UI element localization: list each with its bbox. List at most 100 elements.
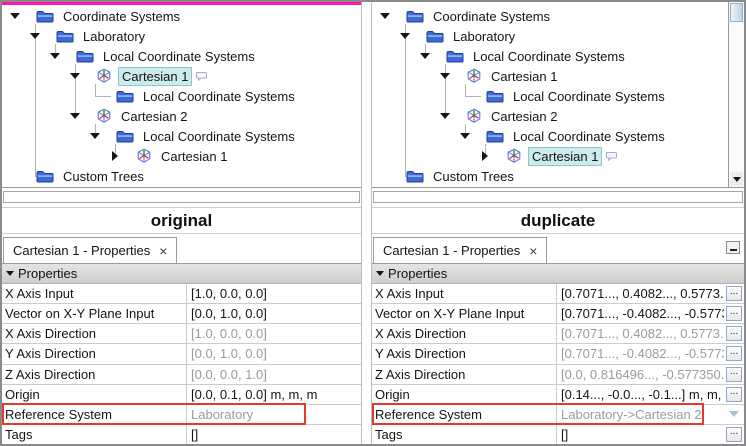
property-value[interactable]: [0.14..., -0.0..., -0.1...] m, m, m <box>561 386 724 402</box>
tree-item-local-coordinate-systems[interactable]: Local Coordinate Systems <box>2 86 361 106</box>
property-value[interactable]: [0.7071..., -0.4082..., -0.5773... <box>561 306 724 322</box>
property-value[interactable]: [] <box>561 426 569 442</box>
tree-filter-field[interactable] <box>373 191 743 203</box>
expand-arrow-icon[interactable] <box>88 133 102 139</box>
table-row-reference-system-highlighted: Reference System Laboratory->Cartesian 2 <box>372 402 744 426</box>
coordinate-system-icon <box>467 108 481 123</box>
property-label: Origin <box>372 384 557 404</box>
tree-item-cartesian-2[interactable]: Cartesian 2 <box>2 106 361 126</box>
property-value[interactable]: [] <box>191 426 199 442</box>
tab-cartesian-1-properties[interactable]: Cartesian 1 - Properties × <box>373 237 548 263</box>
tree-item-local-coordinate-systems[interactable]: Local Coordinate Systems <box>372 86 744 106</box>
tree-item-cartesian-1[interactable]: Cartesian 1 <box>2 66 361 86</box>
tree-item-coordinate-systems[interactable]: Coordinate Systems <box>372 6 744 26</box>
tree-item-label: Local Coordinate Systems <box>473 48 625 64</box>
table-row: Tags [] ... <box>372 424 744 444</box>
property-value[interactable]: [0.0, 1.0, 0.0] <box>191 306 267 322</box>
close-icon[interactable]: × <box>159 242 168 259</box>
property-label: Y Axis Direction <box>372 344 557 364</box>
folder-icon <box>116 130 134 142</box>
tree-connector <box>465 96 481 97</box>
expand-arrow-icon[interactable] <box>68 73 82 79</box>
ellipsis-editor-button[interactable]: ... <box>726 426 742 442</box>
tree-item-custom-trees[interactable]: Custom Trees <box>2 166 361 186</box>
expand-arrow-icon[interactable] <box>28 33 42 39</box>
property-value: [0.0, 0.816496..., -0.577350... <box>561 366 724 382</box>
dropdown-arrow-icon[interactable] <box>729 411 739 418</box>
properties-table: X Axis Input [1.0, 0.0, 0.0] Vector on X… <box>2 284 361 444</box>
tree-item-cartesian-2[interactable]: Cartesian 2 <box>372 106 744 126</box>
properties-section-header[interactable]: Properties <box>2 264 361 284</box>
table-row: Tags [] <box>2 424 361 444</box>
scrollbar-thumb[interactable] <box>730 3 743 22</box>
table-row: Y Axis Direction [0.0, 1.0, 0.0] <box>2 344 361 365</box>
expand-arrow-icon[interactable] <box>68 113 82 119</box>
table-row: X Axis Input [0.7071..., 0.4082..., 0.57… <box>372 284 744 305</box>
tree-connector <box>405 24 406 176</box>
tree-item-coordinate-systems[interactable]: Coordinate Systems <box>2 6 361 26</box>
tree-item-custom-trees[interactable]: Custom Trees <box>372 166 744 186</box>
tab-bar: Cartesian 1 - Properties × <box>372 234 744 264</box>
property-label: Vector on X-Y Plane Input <box>2 304 187 324</box>
expand-arrow-icon[interactable] <box>438 113 452 119</box>
vertical-scrollbar[interactable] <box>728 2 744 187</box>
tree-item-label-selected: Cartesian 1 <box>528 146 603 166</box>
section-title: Properties <box>388 266 448 281</box>
tree-item-label: Coordinate Systems <box>63 8 181 24</box>
minimize-button[interactable] <box>726 241 740 254</box>
panel-caption: duplicate <box>372 207 744 234</box>
tab-cartesian-1-properties[interactable]: Cartesian 1 - Properties × <box>3 237 178 263</box>
properties-section-header[interactable]: Properties <box>372 264 744 284</box>
property-label: Z Axis Direction <box>2 364 187 384</box>
tree-item-cartesian-1-nested[interactable]: Cartesian 1 <box>2 146 361 166</box>
expand-arrow-icon[interactable] <box>458 133 472 139</box>
tree-connector <box>485 144 486 156</box>
tree-item-label: Local Coordinate Systems <box>143 88 295 104</box>
tree-item-label: Cartesian 1 <box>161 148 228 164</box>
table-row: X Axis Direction [1.0, 0.0, 0.0] <box>2 324 361 345</box>
tree-item-label: Cartesian 1 <box>491 68 558 84</box>
properties-table: X Axis Input [0.7071..., 0.4082..., 0.57… <box>372 284 744 444</box>
expand-arrow-icon[interactable] <box>418 53 432 59</box>
scrollbar-down-button[interactable] <box>730 172 743 186</box>
folder-icon <box>446 50 464 62</box>
expand-arrow-icon[interactable] <box>8 13 22 19</box>
coordinate-system-icon <box>507 148 521 163</box>
tree-connector <box>55 44 56 56</box>
property-value[interactable]: [0.0, 0.1, 0.0] m, m, m <box>191 386 318 402</box>
tree-item-laboratory[interactable]: Laboratory <box>2 26 361 46</box>
expand-arrow-icon[interactable] <box>398 33 412 39</box>
expand-arrow-icon[interactable] <box>438 73 452 79</box>
property-value[interactable]: [0.7071..., 0.4082..., 0.5773... <box>561 286 724 302</box>
tree-item-cartesian-1[interactable]: Cartesian 1 <box>372 66 744 86</box>
property-value[interactable]: [1.0, 0.0, 0.0] <box>191 286 267 302</box>
comment-bubble-icon <box>606 152 618 161</box>
property-label: X Axis Direction <box>372 324 557 344</box>
ellipsis-editor-button[interactable]: ... <box>726 386 742 402</box>
tree-view: Coordinate Systems Laboratory Local Coor… <box>372 2 744 188</box>
table-row: Z Axis Direction [0.0, 0.0, 1.0] <box>2 364 361 385</box>
ellipsis-editor-button[interactable]: ... <box>726 306 742 322</box>
table-row: X Axis Input [1.0, 0.0, 0.0] <box>2 284 361 305</box>
expand-arrow-icon[interactable] <box>48 53 62 59</box>
ellipsis-editor-button[interactable]: ... <box>726 346 742 362</box>
ellipsis-editor-button[interactable]: ... <box>726 326 742 342</box>
ellipsis-editor-button[interactable]: ... <box>726 366 742 382</box>
collapse-arrow-icon[interactable] <box>108 151 122 161</box>
tab-title: Cartesian 1 - Properties <box>13 243 151 258</box>
close-icon[interactable]: × <box>529 242 538 259</box>
expand-arrow-icon[interactable] <box>378 13 392 19</box>
collapse-arrow-icon[interactable] <box>478 151 492 161</box>
property-label: Tags <box>2 424 187 444</box>
tree-item-laboratory[interactable]: Laboratory <box>372 26 744 46</box>
tree-item-cartesian-1-nested[interactable]: Cartesian 1 <box>372 146 744 166</box>
tree-item-label-selected: Cartesian 1 <box>118 66 193 86</box>
ellipsis-editor-button[interactable]: ... <box>726 286 742 302</box>
tree-item-local-coordinate-systems[interactable]: Local Coordinate Systems <box>372 46 744 66</box>
tree-item-local-coordinate-systems[interactable]: Local Coordinate Systems <box>2 126 361 146</box>
tab-bar: Cartesian 1 - Properties × <box>2 234 361 264</box>
table-row: Vector on X-Y Plane Input [0.7071..., -0… <box>372 304 744 325</box>
tree-item-local-coordinate-systems[interactable]: Local Coordinate Systems <box>2 46 361 66</box>
tree-item-local-coordinate-systems[interactable]: Local Coordinate Systems <box>372 126 744 146</box>
tree-filter-field[interactable] <box>3 191 360 203</box>
